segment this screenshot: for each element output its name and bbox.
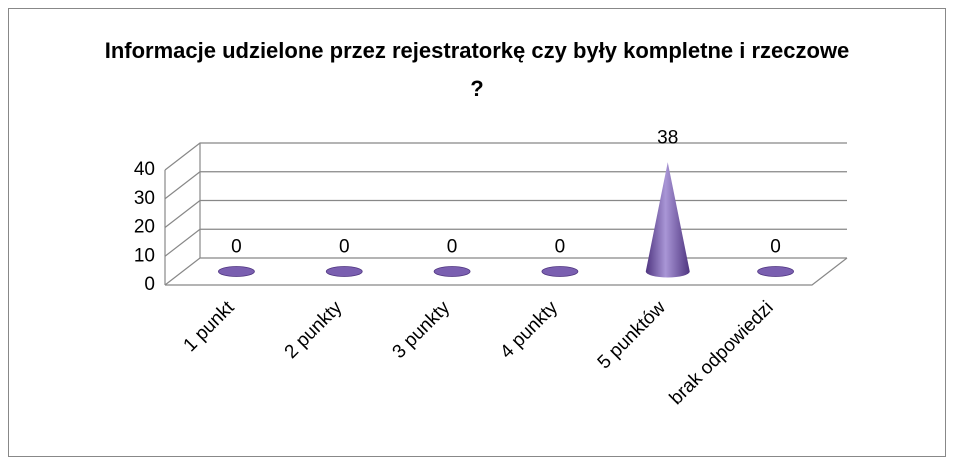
x-tick-label: 3 punkty: [389, 297, 455, 363]
x-tick-label: 5 punktów: [594, 297, 670, 373]
value-label: 0: [555, 237, 566, 258]
grid-line: [164, 171, 847, 200]
y-tick-label: 0: [144, 274, 155, 295]
value-label: 38: [657, 127, 678, 148]
y-tick-label: 20: [134, 217, 155, 238]
grid-line: [164, 257, 847, 286]
cone-base: [218, 266, 255, 277]
grid-line: [164, 142, 847, 171]
floor: [165, 257, 848, 286]
y-tick-label: 40: [134, 159, 155, 180]
chart-frame: [8, 8, 946, 457]
y-tick-label: 30: [134, 188, 155, 209]
chart-title: Informacje udzielone przez rejestratorkę…: [104, 38, 850, 101]
value-label: 0: [231, 237, 242, 258]
x-tick-label: 2 punkty: [281, 297, 347, 363]
y-tick-label: 10: [134, 245, 155, 266]
value-label: 0: [447, 237, 458, 258]
value-label: 0: [770, 237, 781, 258]
cone: [645, 162, 690, 278]
value-label: 0: [339, 237, 350, 258]
cone-base: [325, 266, 363, 277]
x-tick-label: brak odpowiedzi: [666, 297, 778, 409]
x-tick-label: 4 punkty: [496, 297, 562, 363]
grid-line: [164, 199, 847, 228]
grid-line: [164, 228, 847, 257]
x-tick-label: 1 punkt: [180, 297, 239, 356]
cone-base: [433, 266, 471, 277]
cone-base: [541, 266, 579, 277]
cone-base: [757, 266, 794, 277]
